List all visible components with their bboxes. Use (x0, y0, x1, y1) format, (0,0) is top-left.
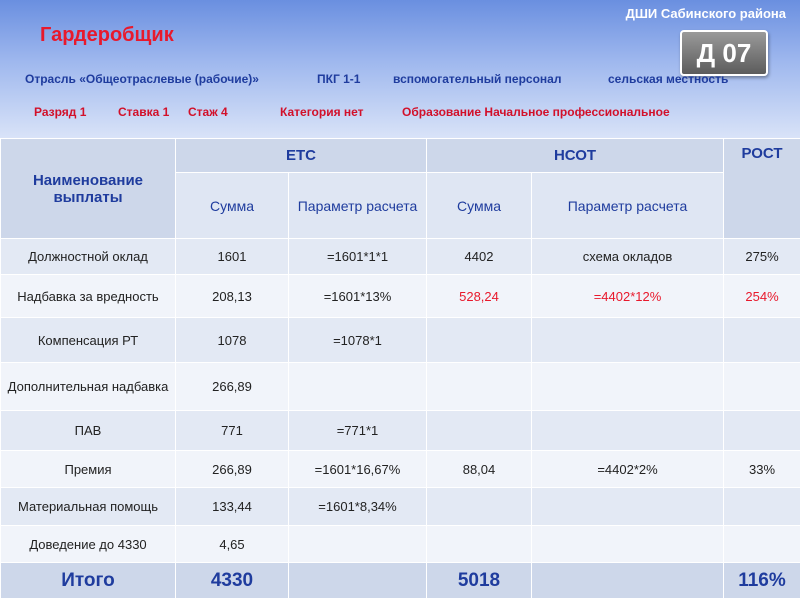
ets-sum-cell: 266,89 (175, 362, 289, 411)
nsot-sum-cell (426, 362, 532, 411)
total-row: Итого 4330 5018 116% (0, 562, 800, 599)
row-name: Компенсация РТ (0, 317, 176, 363)
nsot-param-cell (531, 410, 724, 451)
nsot-param-cell (531, 525, 724, 563)
ets-sum-cell: 133,44 (175, 487, 289, 526)
total-ets-param (288, 562, 427, 599)
table-subheader-row: Сумма Параметр расчета Сумма Параметр ра… (1, 172, 800, 239)
row-name: Надбавка за вредность (0, 274, 176, 318)
ets-sum-cell: 771 (175, 410, 289, 451)
table-header-row: Наименование выплаты ЕТС НСОТ РОСТ (0, 138, 800, 239)
ets-param-cell: =1078*1 (288, 317, 427, 363)
nsot-sum-cell (426, 317, 532, 363)
ets-param-cell (288, 525, 427, 563)
pkg-label: ПКГ 1-1 (317, 72, 361, 86)
ets-param-cell: =1601*8,34% (288, 487, 427, 526)
page-title: Гардеробщик (40, 24, 174, 46)
position-code-badge: Д 07 (680, 30, 768, 76)
payments-table: Наименование выплаты ЕТС НСОТ РОСТ Сумма… (0, 138, 800, 599)
experience-label: Стаж 4 (188, 105, 228, 119)
table-row: Надбавка за вредность 208,13 =1601*13% 5… (0, 274, 800, 318)
total-growth: 116% (723, 562, 800, 599)
staff-type-label: вспомогательный персонал (393, 72, 562, 86)
nsot-sum-cell (426, 487, 532, 526)
table-row: Материальная помощь 133,44 =1601*8,34% (0, 487, 800, 526)
slide-header: ДШИ Сабинского района Гардеробщик Д 07 О… (0, 0, 800, 138)
nsot-param-cell (531, 362, 724, 411)
ets-param-cell: =1601*1*1 (288, 238, 427, 275)
column-header-growth: РОСТ (723, 138, 800, 239)
table-row: Должностной оклад 1601 =1601*1*1 4402 сх… (0, 238, 800, 275)
total-nsot-sum: 5018 (426, 562, 532, 599)
total-ets-sum: 4330 (175, 562, 289, 599)
industry-label: Отрасль «Общеотраслевые (рабочие)» (25, 72, 259, 86)
ets-sum-cell: 4,65 (175, 525, 289, 563)
locality-label: сельская местность (608, 72, 729, 86)
ets-sum-cell: 208,13 (175, 274, 289, 318)
column-header-nsot-sum: Сумма (426, 172, 532, 239)
nsot-param-cell (531, 487, 724, 526)
row-name: Дополнительная надбавка (0, 362, 176, 411)
ets-param-cell (288, 362, 427, 411)
nsot-sum-cell: 88,04 (426, 450, 532, 488)
nsot-param-cell: схема окладов (531, 238, 724, 275)
table-row: Дополнительная надбавка 266,89 (0, 362, 800, 411)
row-name: ПАВ (0, 410, 176, 451)
row-name: Доведение до 4330 (0, 525, 176, 563)
column-header-ets: ЕТС (175, 138, 427, 173)
table-row: ПАВ 771 =771*1 (0, 410, 800, 451)
organization-name: ДШИ Сабинского района (625, 6, 786, 21)
nsot-param-cell: =4402*2% (531, 450, 724, 488)
growth-cell (723, 410, 800, 451)
grade-label: Разряд 1 (34, 105, 87, 119)
rate-label: Ставка 1 (118, 105, 170, 119)
row-name: Материальная помощь (0, 487, 176, 526)
column-header-name: Наименование выплаты (0, 138, 176, 239)
ets-sum-cell: 1601 (175, 238, 289, 275)
table-row: Доведение до 4330 4,65 (0, 525, 800, 563)
row-name: Премия (0, 450, 176, 488)
category-label: Категория нет (280, 105, 364, 119)
ets-sum-cell: 1078 (175, 317, 289, 363)
education-label: Образование Начальное профессиональное (402, 105, 670, 119)
ets-param-cell: =771*1 (288, 410, 427, 451)
growth-cell: 254% (723, 274, 800, 318)
table-row: Компенсация РТ 1078 =1078*1 (0, 317, 800, 363)
nsot-param-cell: =4402*12% (531, 274, 724, 318)
column-header-ets-param: Параметр расчета (288, 172, 427, 239)
ets-param-cell: =1601*16,67% (288, 450, 427, 488)
total-label: Итого (0, 562, 176, 599)
column-header-nsot-param: Параметр расчета (531, 172, 724, 239)
column-header-ets-sum: Сумма (175, 172, 289, 239)
table-row: Премия 266,89 =1601*16,67% 88,04 =4402*2… (0, 450, 800, 488)
ets-param-cell: =1601*13% (288, 274, 427, 318)
growth-cell (723, 525, 800, 563)
ets-sum-cell: 266,89 (175, 450, 289, 488)
growth-cell (723, 317, 800, 363)
growth-cell (723, 487, 800, 526)
total-nsot-param (531, 562, 724, 599)
nsot-sum-cell (426, 525, 532, 563)
nsot-param-cell (531, 317, 724, 363)
nsot-sum-cell: 4402 (426, 238, 532, 275)
growth-cell: 33% (723, 450, 800, 488)
growth-cell (723, 362, 800, 411)
nsot-sum-cell: 528,24 (426, 274, 532, 318)
nsot-sum-cell (426, 410, 532, 451)
column-header-nsot: НСОТ (426, 138, 724, 173)
growth-cell: 275% (723, 238, 800, 275)
row-name: Должностной оклад (0, 238, 176, 275)
